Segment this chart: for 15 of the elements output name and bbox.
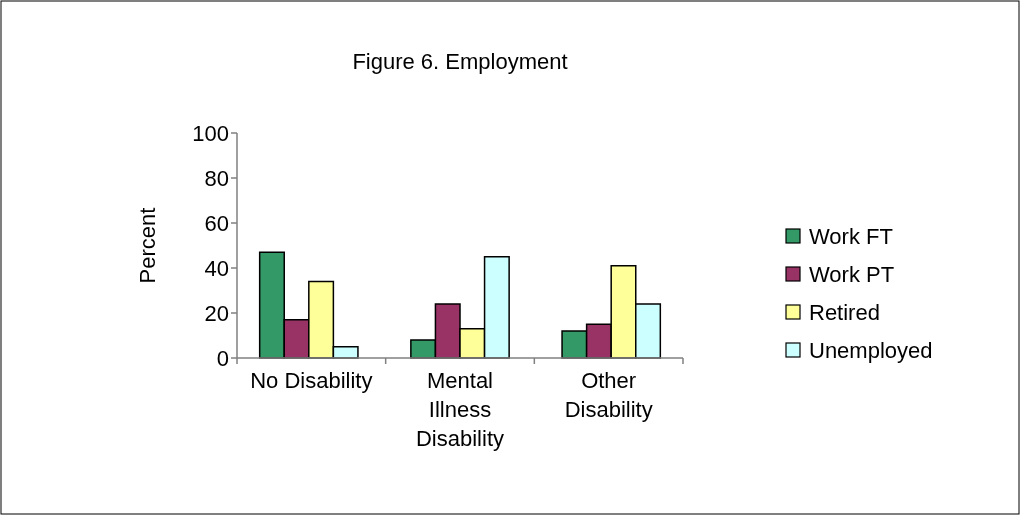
y-tick-label: 20 [204,300,229,326]
y-tick-label: 60 [204,210,229,236]
legend-label: Retired [809,299,880,325]
x-tick-label: Mental Illness Disability [415,368,505,451]
y-tick-label: 100 [192,120,229,146]
y-tick-label: 40 [204,255,229,281]
legend-label: Work FT [809,223,893,249]
chart-title: Figure 6. Employment [352,49,568,74]
y-tick-label: 0 [216,345,229,371]
legend-label: Unemployed [809,337,933,363]
x-tick-label: Other Disability [564,368,653,422]
x-tick-label: No Disability [250,368,373,393]
y-axis-title: Percent [135,207,160,284]
y-tick-label: 80 [204,165,229,191]
legend-label: Work PT [809,261,895,287]
